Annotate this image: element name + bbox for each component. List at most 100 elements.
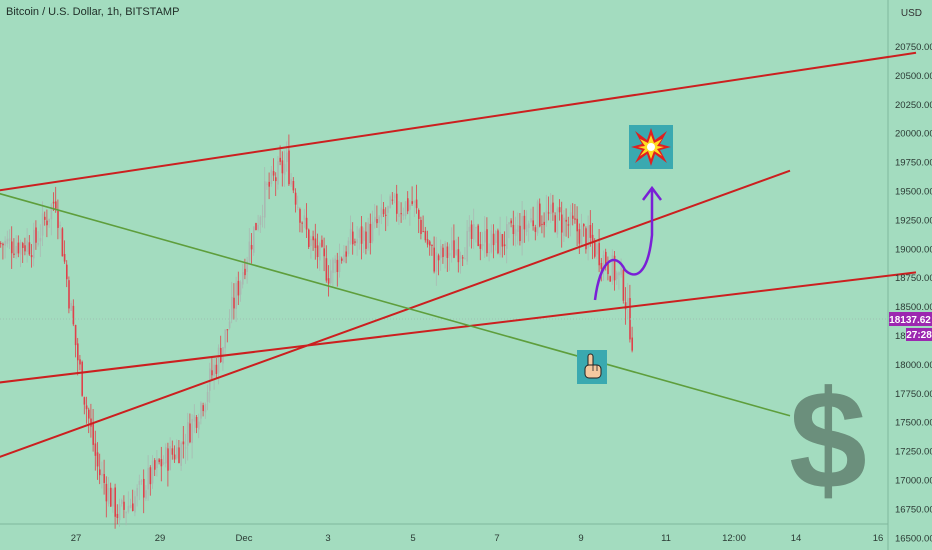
candle-body <box>464 258 466 260</box>
candle-body <box>323 248 325 257</box>
candle-body <box>118 504 121 521</box>
candle-body <box>572 215 574 219</box>
candle-body <box>563 217 565 237</box>
candle-body <box>431 244 433 246</box>
candle-body <box>371 221 374 242</box>
candle-body <box>162 462 165 464</box>
candle-body <box>525 224 528 232</box>
candle-body <box>583 223 585 227</box>
candle-body <box>332 259 334 273</box>
x-tick-label: 14 <box>791 533 802 544</box>
price-axis-labels: 20750.00 20500.00 20250.00 20000.00 19750.00… <box>895 42 932 544</box>
candle-body <box>402 213 405 216</box>
candle-body <box>264 181 266 218</box>
y-tick-label: 19500.00 <box>895 187 932 198</box>
candle-body <box>611 255 614 282</box>
candle-body <box>35 227 37 243</box>
candle-body <box>587 225 589 249</box>
candle-body <box>233 297 235 309</box>
candle-body <box>424 230 427 241</box>
candle-body <box>325 258 328 281</box>
candle-body <box>147 467 149 490</box>
projection-arrowhead <box>642 185 662 201</box>
candle-body <box>259 216 262 225</box>
candle-body <box>99 469 101 476</box>
candle-body <box>70 302 72 311</box>
candle-body <box>301 222 303 224</box>
candle-body <box>191 418 193 444</box>
candle-body <box>426 239 429 245</box>
candle-body <box>169 445 171 470</box>
candle-body <box>246 260 248 273</box>
x-tick-label: 27 <box>71 533 82 544</box>
candle-body <box>369 223 372 243</box>
candle-body <box>378 216 380 223</box>
countdown-tag: 27:28 <box>906 328 932 341</box>
candle-body <box>334 258 336 264</box>
candle-body <box>453 240 455 258</box>
candle-body <box>189 423 191 443</box>
green-trend-line[interactable] <box>0 192 791 417</box>
candle-body <box>530 218 532 222</box>
candle-body <box>442 247 444 258</box>
candle-body <box>83 397 86 405</box>
candle-body <box>338 255 341 272</box>
candle-body <box>129 505 132 508</box>
candle-body <box>294 192 297 205</box>
candle-body <box>349 228 352 244</box>
candle-body <box>422 231 424 233</box>
candle-body <box>613 255 616 281</box>
candle-body <box>622 269 625 301</box>
red-trend-line[interactable] <box>0 51 917 192</box>
candle-body <box>576 218 578 232</box>
svg-text:$: $ <box>789 361 867 518</box>
candle-body <box>59 225 61 227</box>
red-trend-line[interactable] <box>0 169 791 460</box>
candle-body <box>565 219 567 222</box>
candle-body <box>248 241 251 262</box>
candle-body <box>266 183 268 185</box>
candle-body <box>72 305 75 325</box>
candle-body <box>497 230 499 254</box>
candle-body <box>466 230 468 262</box>
candle-body <box>165 447 167 464</box>
candle-body <box>457 249 460 263</box>
candle-body <box>479 244 482 249</box>
candle-body <box>202 405 204 412</box>
candle-body <box>574 218 576 220</box>
x-tick-label: 16 <box>873 533 884 544</box>
candle-body <box>495 231 497 244</box>
candle-body <box>374 216 376 222</box>
candle-body <box>66 264 68 280</box>
candle-body <box>209 368 211 391</box>
candle-body <box>235 282 237 310</box>
trend-lines[interactable] <box>0 51 917 460</box>
candle-body <box>143 478 145 498</box>
candle-body <box>103 473 105 483</box>
candle-body <box>50 204 53 220</box>
red-trend-line[interactable] <box>0 271 917 384</box>
candle-body <box>272 171 275 176</box>
candle-body <box>561 214 563 233</box>
candle-body <box>396 193 398 214</box>
candle-body <box>61 228 64 257</box>
candle-body <box>475 227 477 229</box>
candle-body <box>391 199 394 201</box>
y-tick-label: 19250.00 <box>895 215 932 226</box>
y-tick-label: 20500.00 <box>895 71 932 82</box>
y-tick-label: 17750.00 <box>895 389 932 400</box>
candle-body <box>473 224 475 240</box>
projection-arrow <box>593 190 654 301</box>
y-tick-label: 18750.00 <box>895 273 932 284</box>
candle-body <box>618 272 620 276</box>
candle-body <box>319 243 321 261</box>
candle-body <box>178 447 180 464</box>
candle-body <box>517 225 519 232</box>
last-price-tag: 18137.62 <box>889 312 932 326</box>
candle-body <box>398 213 400 217</box>
candle-body <box>145 490 147 499</box>
candle-body <box>589 225 592 238</box>
candle-body <box>514 229 517 236</box>
y-tick-label: 16750.00 <box>895 504 932 515</box>
